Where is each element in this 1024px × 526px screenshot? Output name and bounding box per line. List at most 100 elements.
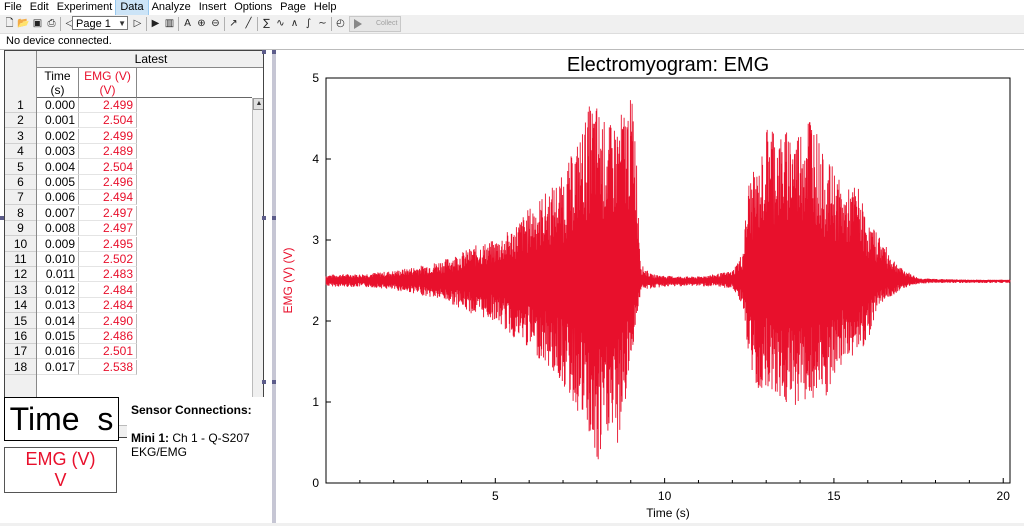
- table-cell-emg[interactable]: 2.504: [79, 159, 137, 175]
- row-number[interactable]: 15: [5, 314, 36, 329]
- table-cell-time[interactable]: 0.013: [37, 298, 79, 314]
- table-cell-time[interactable]: 0.009: [37, 236, 79, 252]
- row-number[interactable]: 5: [5, 160, 36, 175]
- fft-icon[interactable]: ∼: [318, 18, 327, 29]
- row-number[interactable]: 18: [5, 360, 36, 375]
- emg-graph[interactable]: Electromyogram: EMG 0 1 2 3 4 5 5 10 15 20 Time (s)…: [276, 50, 1024, 523]
- table-cell-emg[interactable]: 2.501: [79, 344, 137, 360]
- table-cell-emg[interactable]: 2.497: [79, 205, 137, 221]
- resize-handle[interactable]: [262, 216, 266, 220]
- resize-handle[interactable]: [262, 50, 266, 54]
- column-header-empty[interactable]: [137, 68, 252, 98]
- row-number[interactable]: 1: [5, 98, 36, 113]
- save-icon[interactable]: ▣: [32, 18, 43, 29]
- table-cell-time[interactable]: 0.001: [37, 113, 79, 129]
- table-cell-emg[interactable]: 2.494: [79, 190, 137, 206]
- row-number[interactable]: 7: [5, 190, 36, 206]
- examine-icon[interactable]: ↗: [229, 18, 238, 29]
- resize-handle[interactable]: [0, 216, 4, 220]
- column-header-time[interactable]: Time (s): [37, 68, 79, 98]
- table-cell-emg[interactable]: 2.486: [79, 329, 137, 344]
- table-cell-emg[interactable]: 2.489: [79, 144, 137, 160]
- table-cell-emg[interactable]: 2.483: [79, 267, 137, 283]
- table-cell-emg[interactable]: 2.495: [79, 236, 137, 252]
- table-cell-time[interactable]: 0.012: [37, 282, 79, 298]
- print-icon[interactable]: ⎙: [47, 18, 56, 29]
- row-number[interactable]: 9: [5, 221, 36, 237]
- table-cell-emg[interactable]: 2.504: [79, 113, 137, 129]
- table-cell-time[interactable]: 0.000: [37, 98, 79, 113]
- table-cell-emg[interactable]: 2.490: [79, 313, 137, 329]
- table-cell-time[interactable]: 0.007: [37, 205, 79, 221]
- integral-icon[interactable]: ∫: [305, 18, 312, 29]
- peak-icon[interactable]: ∧: [290, 18, 299, 29]
- resize-handle[interactable]: [272, 50, 276, 54]
- row-number[interactable]: 6: [5, 175, 36, 190]
- table-cell-emg[interactable]: 2.499: [79, 98, 137, 113]
- table-cell-time[interactable]: 0.008: [37, 221, 79, 237]
- data-browser-icon[interactable]: ▶: [151, 18, 160, 29]
- row-number[interactable]: 12: [5, 267, 36, 283]
- resize-handle[interactable]: [272, 380, 276, 384]
- table-cell-emg[interactable]: 2.499: [79, 128, 137, 144]
- menu-analyze[interactable]: Analyze: [151, 1, 191, 13]
- table-cell-time[interactable]: 0.004: [37, 159, 79, 175]
- time-meter[interactable]: Time s: [4, 397, 119, 441]
- row-number[interactable]: 17: [5, 344, 36, 360]
- table-cell-time[interactable]: 0.010: [37, 252, 79, 267]
- tangent-icon[interactable]: ╱: [245, 18, 252, 29]
- row-number[interactable]: 13: [5, 283, 36, 298]
- resize-handle[interactable]: [262, 380, 266, 384]
- emg-meter[interactable]: EMG (V) V: [4, 447, 117, 493]
- sensor-connections-panel[interactable]: Sensor Connections: Mini 1: Ch 1 - Q-S20…: [127, 397, 270, 515]
- table-cell-time[interactable]: 0.015: [37, 329, 79, 344]
- table-cell-emg[interactable]: 2.496: [79, 175, 137, 190]
- table-cell-emg[interactable]: 2.497: [79, 221, 137, 237]
- table-cell-time[interactable]: 0.014: [37, 313, 79, 329]
- column-header-emg[interactable]: EMG (V) (V): [79, 68, 137, 98]
- statistics-icon[interactable]: ∑: [263, 18, 270, 29]
- row-number[interactable]: 10: [5, 237, 36, 252]
- row-number[interactable]: 16: [5, 329, 36, 344]
- row-number[interactable]: 2: [5, 113, 36, 129]
- scroll-up-button[interactable]: ▲: [253, 98, 263, 110]
- row-number[interactable]: 11: [5, 252, 36, 267]
- table-cell-time[interactable]: 0.006: [37, 190, 79, 206]
- table-cell-time[interactable]: 0.017: [37, 359, 79, 375]
- sensor-icon[interactable]: ▥: [164, 18, 175, 29]
- vertical-scrollbar[interactable]: ▲ ▼: [252, 98, 263, 425]
- back-page-icon[interactable]: ◁: [65, 18, 74, 29]
- menu-options[interactable]: Options: [234, 1, 273, 13]
- stopwatch-icon[interactable]: ◴: [336, 18, 345, 29]
- data-table[interactable]: Latest Time (s) EMG (V) (V) 1 0.000 2.499 2…: [4, 50, 264, 438]
- table-cell-emg[interactable]: 2.502: [79, 252, 137, 267]
- table-cell-time[interactable]: 0.003: [37, 144, 79, 160]
- menu-edit[interactable]: Edit: [29, 1, 49, 13]
- table-cell-emg[interactable]: 2.484: [79, 298, 137, 314]
- table-cell-time[interactable]: 0.016: [37, 344, 79, 360]
- curve-fit-icon[interactable]: ∿: [276, 18, 285, 29]
- open-folder-icon[interactable]: 📂: [17, 18, 30, 29]
- table-cell-emg[interactable]: 2.484: [79, 282, 137, 298]
- row-number[interactable]: 4: [5, 144, 36, 160]
- table-cell-time[interactable]: 0.005: [37, 175, 79, 190]
- zoom-out-icon[interactable]: ⊖: [211, 18, 220, 29]
- table-cell-emg[interactable]: 2.538: [79, 359, 137, 375]
- menu-insert[interactable]: Insert: [198, 1, 227, 13]
- autoscale-icon[interactable]: A: [184, 18, 191, 29]
- collect-button[interactable]: Collect: [349, 16, 401, 32]
- page-select[interactable]: Page 1 ▼: [72, 16, 128, 30]
- pane-splitter[interactable]: [272, 50, 276, 523]
- menu-page[interactable]: Page: [280, 1, 306, 13]
- table-cell-time[interactable]: 0.002: [37, 128, 79, 144]
- forward-page-icon[interactable]: ▷: [133, 18, 142, 29]
- table-cell-time[interactable]: 0.011: [37, 267, 79, 283]
- row-number[interactable]: 14: [5, 298, 36, 314]
- resize-handle[interactable]: [272, 216, 276, 220]
- zoom-in-icon[interactable]: ⊕: [197, 18, 206, 29]
- graph-panel[interactable]: Electromyogram: EMG 0 1 2 3 4 5 5 10 15 20 Time (s)…: [276, 50, 1024, 523]
- menu-data[interactable]: Data: [115, 0, 149, 16]
- row-number[interactable]: 8: [5, 206, 36, 221]
- new-file-icon[interactable]: 🗋: [5, 18, 14, 29]
- row-number[interactable]: 3: [5, 129, 36, 144]
